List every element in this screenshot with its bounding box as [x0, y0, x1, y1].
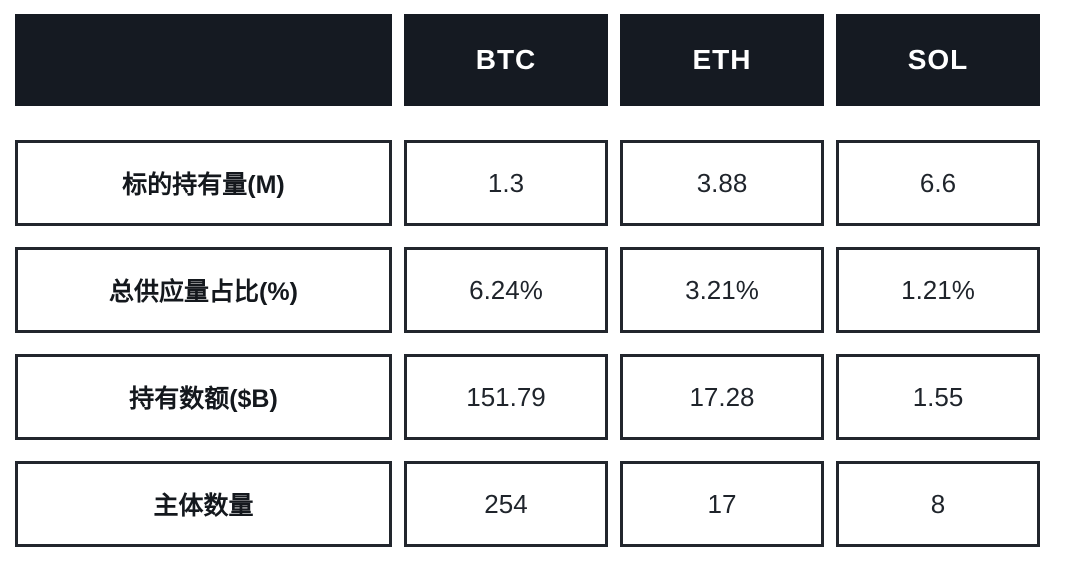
value-holdings-btc: 1.3 [404, 140, 608, 226]
table-header-row: BTC ETH SOL [15, 14, 1040, 106]
value-amount-sol: 1.55 [836, 354, 1040, 440]
corner-cell [15, 14, 392, 106]
value-entities-sol: 8 [836, 461, 1040, 547]
value-amount-eth: 17.28 [620, 354, 824, 440]
row-label-entities: 主体数量 [15, 461, 392, 547]
value-holdings-sol: 6.6 [836, 140, 1040, 226]
value-entities-btc: 254 [404, 461, 608, 547]
row-label-holdings: 标的持有量(M) [15, 140, 392, 226]
value-supply-pct-eth: 3.21% [620, 247, 824, 333]
table-body: 标的持有量(M) 1.3 3.88 6.6 总供应量占比(%) 6.24% 3.… [15, 140, 1040, 547]
column-header-btc: BTC [404, 14, 608, 106]
row-label-supply-pct: 总供应量占比(%) [15, 247, 392, 333]
value-entities-eth: 17 [620, 461, 824, 547]
value-supply-pct-btc: 6.24% [404, 247, 608, 333]
value-supply-pct-sol: 1.21% [836, 247, 1040, 333]
value-amount-btc: 151.79 [404, 354, 608, 440]
column-header-eth: ETH [620, 14, 824, 106]
column-header-sol: SOL [836, 14, 1040, 106]
value-holdings-eth: 3.88 [620, 140, 824, 226]
row-label-amount: 持有数额($B) [15, 354, 392, 440]
